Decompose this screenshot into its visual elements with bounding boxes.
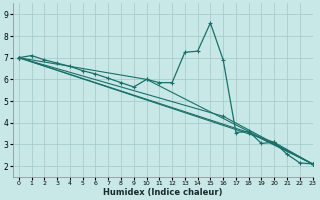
X-axis label: Humidex (Indice chaleur): Humidex (Indice chaleur) (103, 188, 222, 197)
